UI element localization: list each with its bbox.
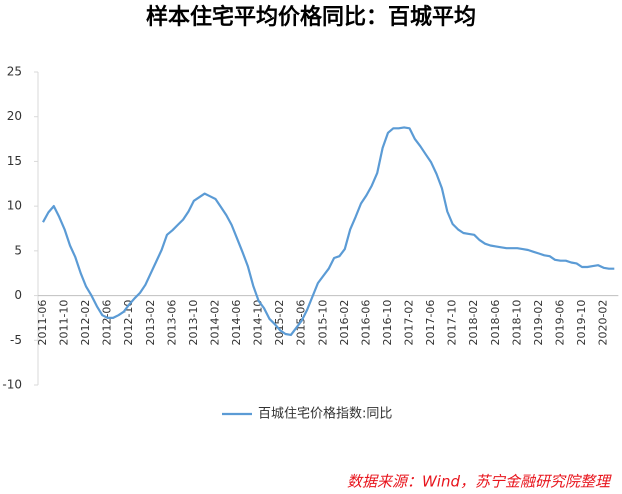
x-tick-label: 2012-06 xyxy=(101,300,114,346)
x-tick-label: 2011-06 xyxy=(36,300,49,346)
y-tick-label: 10 xyxy=(7,199,22,213)
x-tick-label: 2011-10 xyxy=(58,300,71,346)
y-tick-label: -5 xyxy=(10,333,22,347)
chart-title: 样本住宅平均价格同比：百城平均 xyxy=(146,4,476,30)
x-tick-label: 2019-10 xyxy=(575,300,588,346)
x-tick-label: 2014-06 xyxy=(230,300,243,346)
x-tick-label: 2018-10 xyxy=(510,300,523,346)
x-tick-label: 2013-02 xyxy=(144,300,157,346)
y-tick-label: 20 xyxy=(7,109,22,123)
x-tick-label: 2019-06 xyxy=(553,300,566,346)
x-tick-label: 2012-02 xyxy=(79,300,92,346)
y-tick-label: 0 xyxy=(14,288,22,302)
x-tick-label: 2015-02 xyxy=(273,300,286,346)
x-tick-label: 2013-10 xyxy=(187,300,200,346)
y-tick-label: 25 xyxy=(7,65,22,79)
x-tick-label: 2017-06 xyxy=(424,300,437,346)
y-tick-label: -10 xyxy=(2,378,22,392)
x-tick-label: 2019-02 xyxy=(532,300,545,346)
x-tick-label: 2013-06 xyxy=(165,300,178,346)
x-tick-label: 2018-06 xyxy=(489,300,502,346)
source-note: 数据来源：Wind，苏宁金融研究院整理 xyxy=(347,473,612,491)
x-tick-label: 2016-02 xyxy=(338,300,351,346)
data-line xyxy=(42,126,615,336)
x-tick-label: 2014-02 xyxy=(208,300,221,346)
x-tick-label: 2015-10 xyxy=(316,300,329,346)
y-tick-label: 5 xyxy=(14,243,22,257)
x-tick-label: 2014-10 xyxy=(252,300,265,346)
x-tick-label: 2018-02 xyxy=(467,300,480,346)
x-tick-label: 2016-06 xyxy=(359,300,372,346)
legend-label: 百城住宅价格指数:同比 xyxy=(258,406,392,422)
y-tick-label: 15 xyxy=(7,154,22,168)
x-tick-label: 2017-10 xyxy=(446,300,459,346)
x-tick-label: 2017-02 xyxy=(403,300,416,346)
x-tick-label: 2020-02 xyxy=(597,300,610,346)
x-tick-label: 2016-10 xyxy=(381,300,394,346)
